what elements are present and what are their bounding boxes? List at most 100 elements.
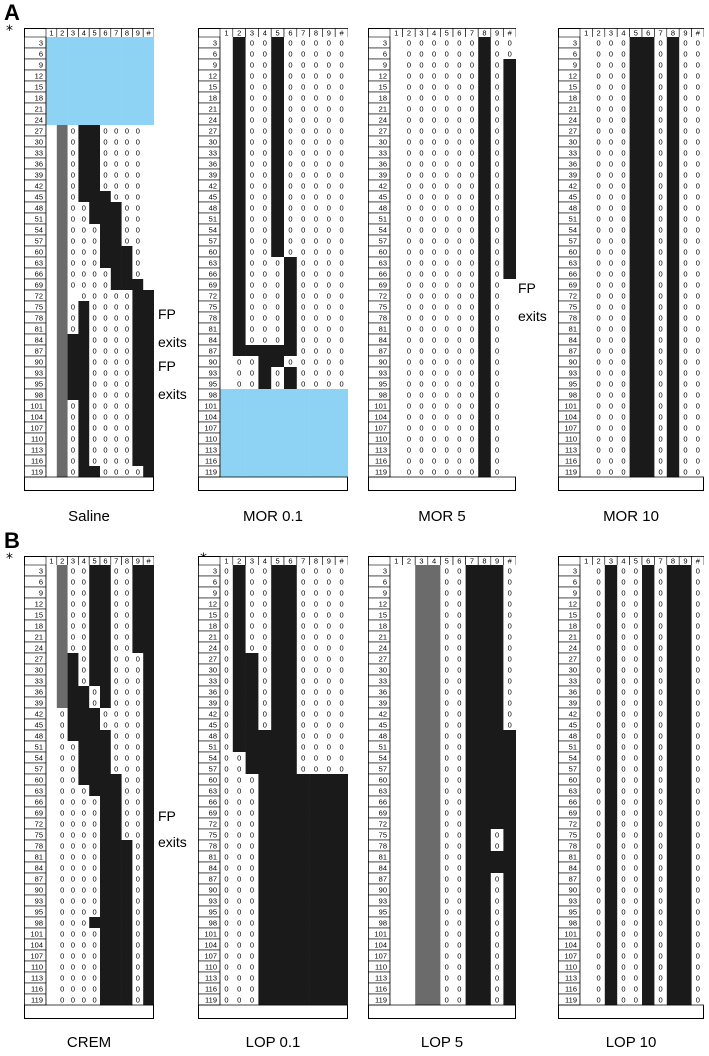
- cell-zero-label: 0: [683, 259, 687, 268]
- grid-cell: [453, 829, 466, 841]
- grid-cell: [490, 114, 504, 126]
- grid-cell: [390, 301, 403, 313]
- grid-cell: [490, 411, 504, 423]
- cell-zero-label: 0: [470, 347, 474, 356]
- grid-cell: [580, 389, 593, 401]
- cell-zero-label: 0: [419, 281, 423, 290]
- grid-cell: [629, 202, 643, 214]
- grid-cell: [110, 48, 122, 60]
- grid-cell: [296, 279, 310, 291]
- grid-cell: [415, 939, 429, 951]
- cell-zero-label: 0: [250, 171, 254, 180]
- grid-cell: [465, 785, 479, 797]
- cell-zero-label: 0: [71, 600, 75, 609]
- grid-cell: [121, 290, 133, 302]
- cell-zero-label: 0: [250, 853, 254, 862]
- cell-zero-label: 0: [301, 567, 305, 576]
- grid-cell: [691, 576, 704, 588]
- grid-cell: [296, 224, 310, 236]
- grid-cell: [46, 840, 58, 852]
- grid-cell: [67, 928, 79, 940]
- grid-cell: [453, 752, 466, 764]
- grid-cell: [402, 928, 416, 940]
- cell-zero-label: 0: [301, 193, 305, 202]
- grid-cell: [427, 917, 441, 929]
- grid-cell: [503, 609, 516, 621]
- grid-cell: [322, 774, 336, 786]
- row-label: 9: [213, 61, 217, 70]
- cell-zero-label: 0: [250, 831, 254, 840]
- cell-zero-label: 0: [470, 325, 474, 334]
- grid-cell: [465, 114, 479, 126]
- grid-cell: [604, 444, 618, 456]
- grid-cell: [100, 136, 112, 148]
- cell-zero-label: 0: [103, 270, 107, 279]
- grid-cell: [478, 92, 492, 104]
- grid-cell: [592, 169, 606, 181]
- grid-cell: [78, 466, 90, 478]
- cell-zero-label: 0: [136, 677, 140, 686]
- cell-zero-label: 0: [495, 182, 499, 191]
- grid-cell: [110, 323, 122, 335]
- cell-zero-label: 0: [508, 600, 512, 609]
- grid-cell: [402, 818, 416, 830]
- grid-cell: [67, 587, 79, 599]
- grid-cell: [335, 422, 348, 434]
- grid-cell: [46, 213, 58, 225]
- grid-cell: [258, 884, 272, 896]
- grid-cell: [490, 785, 504, 797]
- grid-cell: [617, 279, 630, 291]
- grid-cell: [322, 455, 336, 467]
- cell-zero-label: 0: [301, 358, 305, 367]
- grid-cell: [121, 675, 133, 687]
- cell-zero-label: 0: [419, 83, 423, 92]
- grid-cell: [592, 158, 606, 170]
- grid-cell: [121, 422, 133, 434]
- grid-cell: [56, 642, 68, 654]
- grid-cell: [427, 686, 441, 698]
- grid-cell: [490, 895, 504, 907]
- cell-zero-label: 0: [445, 644, 449, 653]
- grid-cell: [78, 169, 90, 181]
- cell-zero-label: 0: [432, 72, 436, 81]
- cell-zero-label: 0: [419, 105, 423, 114]
- row-label: 36: [379, 160, 387, 169]
- cell-zero-label: 0: [659, 567, 663, 576]
- grid-cell: [490, 818, 504, 830]
- grid-cell: [78, 356, 90, 368]
- grid-cell: [402, 455, 416, 467]
- cell-zero-label: 0: [263, 61, 267, 70]
- grid-cell: [629, 323, 643, 335]
- cell-zero-label: 0: [250, 83, 254, 92]
- cell-zero-label: 0: [301, 270, 305, 279]
- grid-cell: [132, 598, 144, 610]
- grid-cell: [580, 466, 593, 478]
- cell-zero-label: 0: [82, 974, 86, 983]
- grid-cell: [402, 235, 416, 247]
- grid-cell: [132, 290, 144, 302]
- cell-zero-label: 0: [125, 303, 129, 312]
- cell-zero-label: 0: [71, 809, 75, 818]
- grid-cell: [132, 246, 144, 258]
- cell-zero-label: 0: [597, 94, 601, 103]
- cell-zero-label: 0: [495, 259, 499, 268]
- cell-zero-label: 0: [445, 776, 449, 785]
- grid-cell: [415, 840, 429, 852]
- row-label: 78: [209, 314, 217, 323]
- grid-cell: [335, 730, 348, 742]
- cell-zero-label: 0: [696, 72, 700, 81]
- cell-zero-label: 0: [71, 842, 75, 851]
- grid-cell: [691, 422, 704, 434]
- grid-cell: [415, 70, 429, 82]
- cell-zero-label: 0: [93, 699, 97, 708]
- grid-cell: [296, 158, 310, 170]
- grid-cell: [284, 752, 298, 764]
- grid-cell: [322, 686, 336, 698]
- grid-cell: [245, 983, 259, 995]
- grid-cell: [478, 620, 492, 632]
- grid-cell: [453, 686, 466, 698]
- cell-zero-label: 0: [597, 39, 601, 48]
- grid-cell: [100, 807, 112, 819]
- grid-cell: [654, 103, 668, 115]
- cell-zero-label: 0: [696, 457, 700, 466]
